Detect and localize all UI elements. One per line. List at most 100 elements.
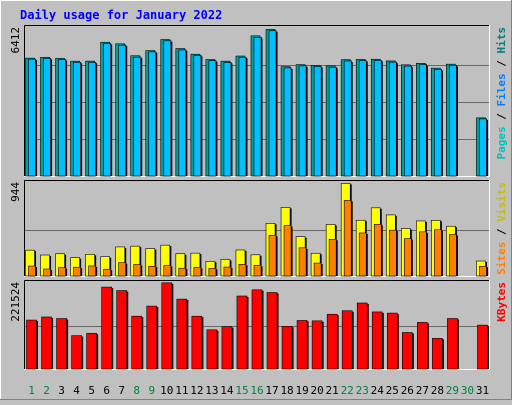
bar-kbytes-day-18: [281, 325, 293, 370]
x-axis-labels: 1 2 3 4 5 6 7 8 9 10 11 12 13 14 15 16 17 18 19 20 21 22 23 24 2…: [28, 384, 489, 397]
bar-kbytes-day-8: [131, 315, 143, 370]
bar-kbytes-day-26: [402, 332, 413, 370]
panel-middle: 944 Sites / Visits: [9, 180, 508, 277]
legend-separator: /: [495, 107, 508, 127]
bar-kbytes-day-5: [86, 332, 97, 370]
x-label-day-11: 11: [175, 384, 188, 397]
bar-files-day-6: [103, 43, 111, 177]
x-label-day-31: 31: [476, 384, 489, 397]
bar-kbytes-day-15: [236, 295, 248, 370]
bar-sites-day-21: [328, 239, 337, 277]
x-label-day-25: 25: [386, 384, 399, 397]
bar-files-day-25: [388, 61, 397, 177]
panel-bottom: 221524 KBytes: [9, 280, 508, 370]
x-label-day-14: 14: [220, 384, 234, 397]
panel-top-bars: [25, 29, 488, 177]
bar-kbytes-day-17: [266, 292, 278, 370]
bar-files-day-28: [434, 69, 442, 177]
bar-sites-day-27: [419, 231, 427, 277]
bar-kbytes-day-25: [386, 312, 398, 370]
x-label-day-7: 7: [118, 384, 125, 397]
bar-sites-day-28: [434, 229, 442, 277]
bar-sites-day-9: [148, 265, 157, 277]
x-label-day-23: 23: [356, 384, 369, 397]
bar-kbytes-day-22: [341, 310, 353, 370]
bar-files-day-14: [223, 62, 232, 177]
x-label-day-4: 4: [73, 384, 80, 397]
x-label-day-12: 12: [190, 384, 203, 397]
bar-kbytes-day-31: [477, 324, 488, 370]
bar-files-day-20: [313, 66, 322, 177]
bar-files-day-21: [328, 66, 337, 177]
bar-kbytes-day-16: [251, 289, 263, 370]
bar-kbytes-day-20: [311, 320, 323, 370]
bar-sites-day-2: [43, 268, 51, 277]
bar-kbytes-day-10: [161, 282, 173, 370]
legend-separator: /: [495, 54, 508, 74]
bar-kbytes-day-12: [191, 315, 203, 370]
bar-files-day-29: [449, 65, 457, 177]
bar-sites-day-3: [58, 267, 66, 277]
x-label-day-6: 6: [103, 384, 110, 397]
bar-kbytes-day-27: [417, 322, 428, 370]
bar-sites-day-22: [343, 200, 352, 277]
bar-sites-day-10: [163, 265, 172, 277]
bar-sites-day-1: [28, 265, 36, 277]
x-label-day-16: 16: [250, 384, 263, 397]
bar-files-day-26: [404, 65, 412, 177]
bar-files-day-13: [208, 60, 217, 177]
bar-kbytes-day-9: [146, 305, 158, 370]
bar-files-day-4: [73, 62, 81, 177]
panel-bottom-legend: KBytes: [495, 282, 508, 322]
bar-sites-day-8: [133, 264, 142, 277]
bar-sites-day-6: [103, 269, 111, 277]
bar-sites-day-5: [88, 265, 96, 277]
bar-files-day-23: [358, 60, 367, 177]
x-label-day-9: 9: [148, 384, 155, 397]
bar-sites-day-25: [388, 229, 397, 277]
bar-sites-day-23: [358, 232, 367, 277]
x-label-day-21: 21: [326, 384, 339, 397]
x-label-day-30: 30: [461, 384, 474, 397]
bar-files-day-9: [148, 51, 157, 177]
bar-kbytes-day-7: [116, 290, 128, 370]
legend-kbytes: KBytes: [495, 282, 508, 322]
bar-files-day-10: [163, 40, 172, 177]
bar-sites-day-4: [73, 266, 81, 277]
bar-sites-day-17: [268, 235, 277, 277]
x-label-day-22: 22: [341, 384, 354, 397]
panel-middle-legend: Sites / Visits: [495, 182, 508, 275]
panel-middle-ymax-label: 944: [9, 182, 22, 202]
bar-files-day-22: [343, 60, 352, 177]
x-label-day-2: 2: [43, 384, 50, 397]
x-label-day-27: 27: [416, 384, 429, 397]
legend-separator: /: [495, 222, 508, 242]
bar-kbytes-day-3: [56, 318, 67, 370]
bar-kbytes-day-23: [356, 302, 368, 370]
x-label-day-15: 15: [235, 384, 248, 397]
chart-title: Daily usage for January 2022: [20, 8, 222, 22]
bar-kbytes-day-29: [447, 318, 458, 370]
x-label-day-24: 24: [371, 384, 385, 397]
bar-files-day-8: [133, 56, 142, 177]
bar-sites-day-14: [223, 266, 232, 277]
x-label-day-5: 5: [88, 384, 95, 397]
legend-sites: Sites: [495, 242, 508, 275]
bar-files-day-15: [238, 56, 247, 177]
bar-files-day-3: [58, 59, 66, 177]
x-label-day-28: 28: [431, 384, 444, 397]
bar-sites-day-12: [193, 267, 202, 277]
x-label-day-26: 26: [401, 384, 414, 397]
legend-pages: Pages: [495, 126, 508, 159]
bar-sites-day-13: [208, 268, 217, 277]
panel-bottom-ymax-label: 221524: [9, 282, 22, 322]
chart-panels: 6412 Pages / Files / Hits 944 Sites / Visit…: [9, 25, 508, 370]
bar-files-day-17: [268, 30, 277, 177]
legend-visits: Visits: [495, 182, 508, 222]
bar-sites-day-16: [253, 265, 262, 277]
bar-kbytes-day-13: [206, 329, 218, 370]
bar-kbytes-day-4: [71, 335, 82, 370]
bar-kbytes-day-24: [371, 311, 383, 370]
